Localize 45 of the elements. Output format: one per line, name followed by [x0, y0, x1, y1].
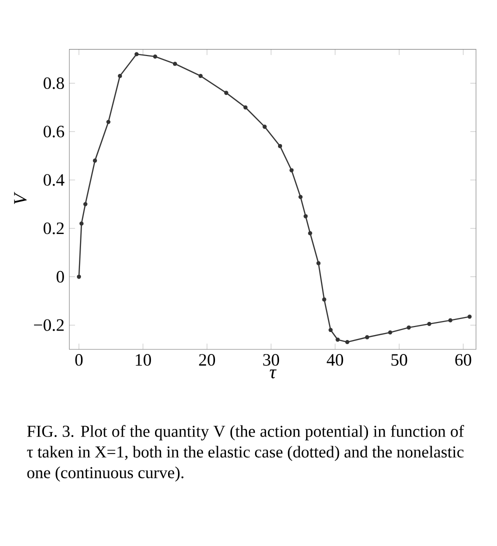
x-tick-label: 10	[136, 354, 151, 366]
point	[322, 297, 326, 302]
y-tick-label: 0	[56, 270, 64, 283]
y-tick-label: 0.8	[44, 77, 64, 90]
x-tick-label: 60	[455, 354, 472, 366]
point	[388, 330, 392, 334]
x-tick-label: 50	[391, 354, 408, 366]
point	[153, 54, 158, 59]
y-axis-title: V	[14, 192, 27, 204]
point	[243, 105, 248, 110]
y-tick-label: 0.6	[44, 126, 64, 138]
point	[172, 62, 178, 66]
point	[308, 231, 312, 236]
point	[427, 322, 432, 326]
point	[198, 74, 203, 78]
point	[92, 158, 98, 163]
point	[316, 261, 321, 266]
point	[336, 338, 340, 342]
x-tick-label: 20	[199, 354, 216, 366]
point	[79, 221, 84, 226]
point	[76, 274, 82, 279]
point	[106, 120, 110, 124]
y-tick-label: −0.2	[34, 319, 64, 332]
point	[289, 168, 294, 172]
y-tick-label: 0.2	[44, 222, 64, 234]
x-tick-label: 30	[263, 354, 280, 366]
point	[345, 340, 350, 344]
point	[298, 194, 303, 199]
point	[304, 214, 308, 218]
x-tick-label: 0	[75, 354, 83, 366]
x-axis-title: τ	[270, 370, 277, 378]
point	[278, 144, 282, 148]
point	[83, 202, 88, 206]
point	[328, 328, 333, 332]
point	[406, 326, 411, 330]
point	[134, 52, 139, 56]
point	[118, 74, 122, 78]
y-tick-label: 0.4	[44, 174, 64, 186]
point	[365, 335, 370, 340]
point	[224, 90, 228, 95]
point	[468, 314, 472, 319]
x-tick-label: 40	[326, 354, 344, 366]
caption: FIG. 3. Plot of the quantity V (the action potential) in function of τ taken in X=1, both in the elastic case (dotted) and the nonelastic one (continuous curve).	[27, 425, 464, 482]
point	[262, 124, 267, 129]
point	[448, 318, 452, 322]
